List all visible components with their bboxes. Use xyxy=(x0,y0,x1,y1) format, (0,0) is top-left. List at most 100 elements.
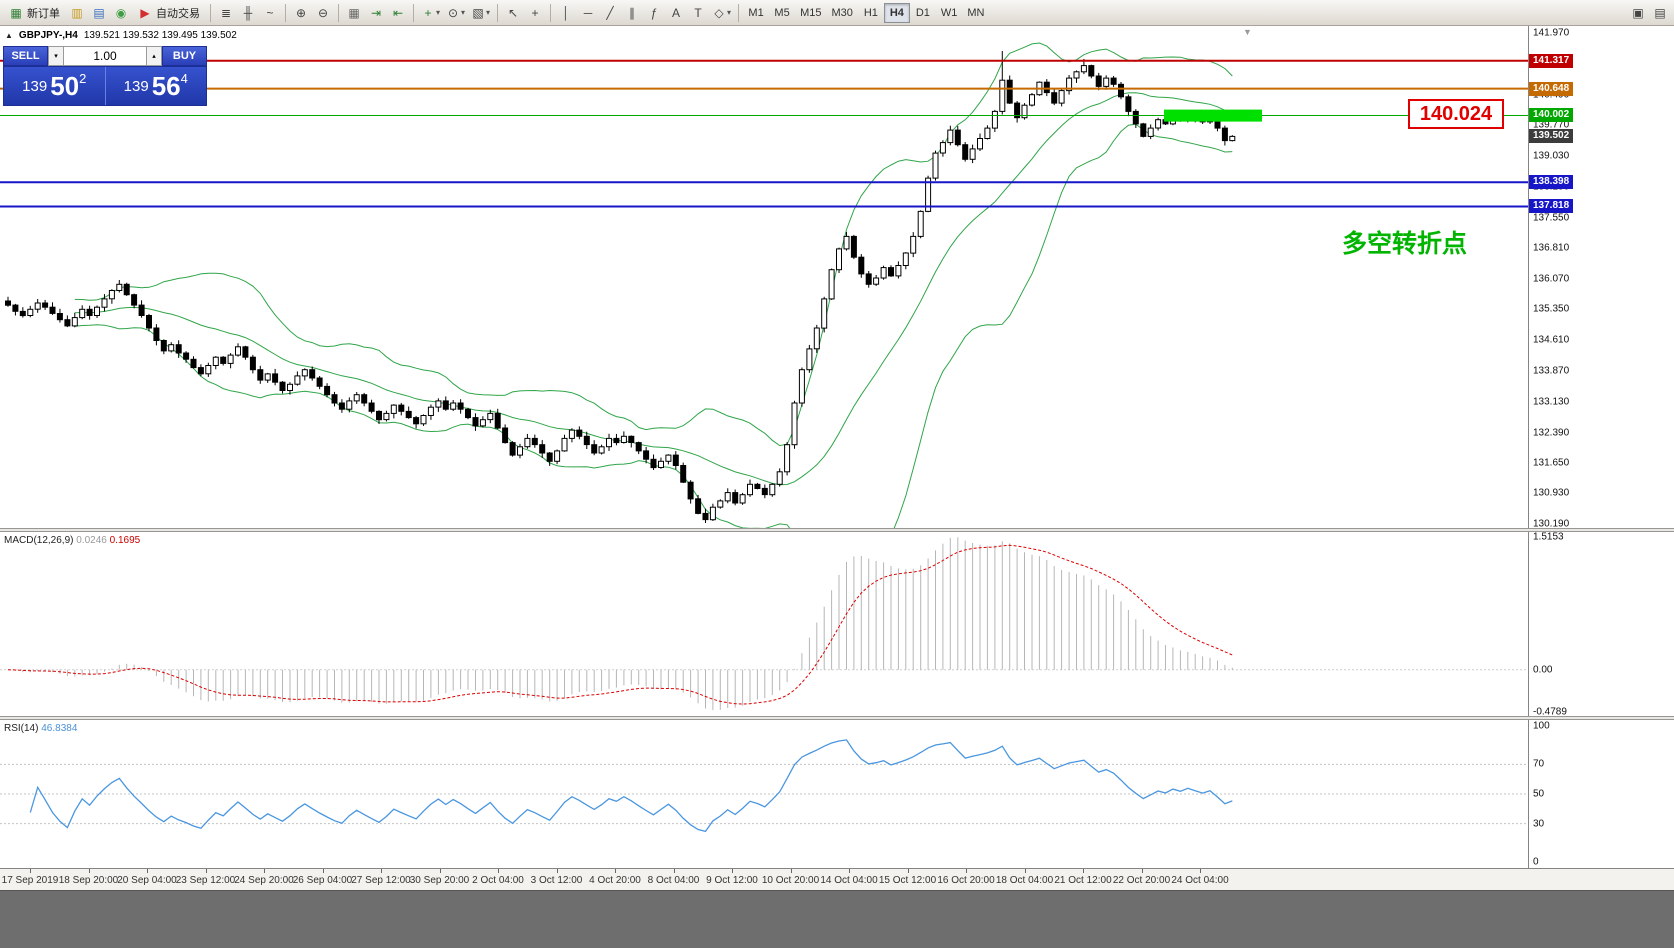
new-window-glyph: ▣ xyxy=(1632,5,1644,20)
rsi-tick: 0 xyxy=(1533,856,1539,868)
price-axis[interactable]: 141.970141.230140.490139.770139.030138.2… xyxy=(1528,26,1674,530)
periods-icon[interactable]: ⊙ ▾ xyxy=(443,2,468,24)
timeframe-w1-button[interactable]: W1 xyxy=(936,3,963,23)
timeframe-m1-button[interactable]: M1 xyxy=(743,3,769,23)
cursor-icon[interactable]: ↖ xyxy=(502,2,524,24)
price-tick: 139.770 xyxy=(1533,119,1570,131)
equidistant-channel-icon[interactable]: ∥ xyxy=(621,2,643,24)
charts-icon[interactable]: ▥ xyxy=(66,2,88,24)
timeframe-mn-button[interactable]: MN xyxy=(962,3,989,23)
time-tick xyxy=(556,869,558,873)
chart-shift-icon[interactable]: ⇤ xyxy=(387,2,409,24)
arrows-glyph: ◇ xyxy=(714,5,724,20)
time-tick xyxy=(88,869,90,873)
periods-glyph: ⊙ xyxy=(447,5,459,20)
zoom-in-icon[interactable]: ⊕ xyxy=(290,2,312,24)
time-label: 27 Sep 12:00 xyxy=(351,875,411,886)
text-label-glyph: T xyxy=(694,5,702,20)
candlestick-chart-icon[interactable]: ╫ xyxy=(237,2,259,24)
timeframe-h1-button[interactable]: H1 xyxy=(858,3,884,23)
horizontal-line-icon[interactable]: ─ xyxy=(577,2,599,24)
vertical-line-icon[interactable]: │ xyxy=(555,2,577,24)
volume-up-button[interactable]: ▴ xyxy=(146,46,162,66)
time-tick xyxy=(966,869,967,873)
timeframe-h4-button[interactable]: H4 xyxy=(883,2,910,23)
time-label: 9 Oct 12:00 xyxy=(706,875,758,886)
new-order-glyph: ▦ xyxy=(10,5,22,20)
one-click-collapse-icon[interactable]: ▲ xyxy=(5,31,13,40)
arrows-icon[interactable]: ◇ ▾ xyxy=(709,2,734,24)
macd-tick: 1.5153 xyxy=(1533,531,1564,543)
rsi-tick: 100 xyxy=(1533,720,1550,732)
time-tick xyxy=(439,869,441,873)
time-label: 24 Sep 20:00 xyxy=(234,875,294,886)
price-tick: 139.030 xyxy=(1533,150,1570,162)
timeframe-m5-button[interactable]: M5 xyxy=(769,3,795,23)
rsi-tick: 50 xyxy=(1533,788,1545,800)
crosshair-icon[interactable]: + xyxy=(524,2,546,24)
print-glyph: ▤ xyxy=(1654,5,1666,20)
buy-price-big: 56 xyxy=(151,71,181,101)
zoom-out-icon[interactable]: ⊖ xyxy=(312,2,334,24)
time-label: 14 Oct 04:00 xyxy=(820,875,878,886)
time-tick xyxy=(205,869,207,873)
macd-main-value: 0.0246 xyxy=(76,535,107,546)
main-chart-plot[interactable]: ▲ GBPJPY-,H4 139.521 139.532 139.495 139… xyxy=(0,26,1528,528)
rsi-panel[interactable]: RSI(14) 46.8384 xyxy=(0,720,1528,868)
rsi-axis[interactable]: 100 70 50 30 0 xyxy=(1528,720,1674,868)
price-tick: 141.970 xyxy=(1533,27,1570,39)
text-icon[interactable]: A xyxy=(665,2,687,24)
tile-windows-icon[interactable]: ▦ xyxy=(343,2,365,24)
timeframe-m30-button[interactable]: M30 xyxy=(826,3,857,23)
horizontal-line-glyph: ─ xyxy=(583,5,593,20)
macd-panel[interactable]: MACD(12,26,9) 0.0246 0.1695 xyxy=(0,532,1528,716)
line-chart-icon[interactable]: ~ xyxy=(259,2,281,24)
timeframe-d1-button[interactable]: D1 xyxy=(910,3,936,23)
toolbar-items: ▦ 新订单 ▥ ▤ ◉ ▶ 自动交易 ≣ ╫ ~ ⊕ ⊖ ▦ ⇥ ⇤ + ▾ ⊙ ▾ ▧ ▾ ↖ + │ ─ ╱ ∥ ƒ A T ◇ ▾ M1 M… xyxy=(3,0,1671,25)
volume-down-button[interactable]: ▾ xyxy=(48,46,64,66)
new-window-icon[interactable]: ▣ xyxy=(1627,2,1649,24)
new-order-button[interactable]: ▦ 新订单 xyxy=(3,2,66,24)
cursor-glyph: ↖ xyxy=(508,5,519,20)
time-tick xyxy=(907,869,909,873)
time-label: 26 Sep 04:00 xyxy=(292,875,353,886)
templates-icon[interactable]: ▧ ▾ xyxy=(468,2,493,24)
zoom-in-glyph: ⊕ xyxy=(295,5,307,20)
crosshair-glyph: + xyxy=(531,5,539,20)
auto-scroll-icon[interactable]: ⇥ xyxy=(365,2,387,24)
time-axis[interactable]: 17 Sep 2019 18 Sep 20:00 20 Sep 04:00 23 Se… xyxy=(0,868,1674,890)
navigator-icon[interactable]: ◉ xyxy=(110,2,132,24)
price-badge: 141.317 xyxy=(1529,53,1574,68)
rsi-splitter[interactable] xyxy=(0,716,1674,720)
templates-glyph: ▧ xyxy=(472,5,484,20)
market-watch-icon[interactable]: ▤ xyxy=(88,2,110,24)
time-label: 30 Sep 20:00 xyxy=(409,875,470,886)
macd-splitter[interactable] xyxy=(0,528,1674,532)
print-icon[interactable]: ▤ xyxy=(1649,2,1671,24)
auto-trading-button[interactable]: ▶ 自动交易 xyxy=(132,2,206,24)
sell-quote[interactable]: 139 50 2 xyxy=(4,67,105,105)
price-tick: 137.550 xyxy=(1533,212,1570,224)
time-label: 2 Oct 04:00 xyxy=(472,875,524,886)
buy-button[interactable]: BUY xyxy=(162,46,207,66)
volume-input[interactable] xyxy=(64,46,146,66)
tile-windows-glyph: ▦ xyxy=(348,5,360,20)
chart-symbol: GBPJPY-,H4 xyxy=(18,30,78,41)
sell-button[interactable]: SELL xyxy=(3,46,48,66)
trendline-icon[interactable]: ╱ xyxy=(599,2,621,24)
indicators-icon[interactable]: + ▾ xyxy=(418,2,443,24)
equidistant-channel-glyph: ∥ xyxy=(629,5,636,20)
bar-chart-icon[interactable]: ≣ xyxy=(215,2,237,24)
timeframe-m15-button[interactable]: M15 xyxy=(795,3,826,23)
macd-axis[interactable]: 1.5153 0.00 -0.4789 xyxy=(1528,531,1674,717)
price-tick: 130.190 xyxy=(1533,518,1570,530)
trendline-glyph: ╱ xyxy=(606,5,614,20)
rsi-tick: 30 xyxy=(1533,818,1545,830)
text-label-icon[interactable]: T xyxy=(687,2,709,24)
fibonacci-icon[interactable]: ƒ xyxy=(643,2,665,24)
macd-tick: 0.00 xyxy=(1533,664,1553,676)
price-badge: 138.398 xyxy=(1529,175,1574,190)
buy-quote[interactable]: 139 56 4 xyxy=(104,67,207,105)
toolbar-separator xyxy=(338,3,339,22)
